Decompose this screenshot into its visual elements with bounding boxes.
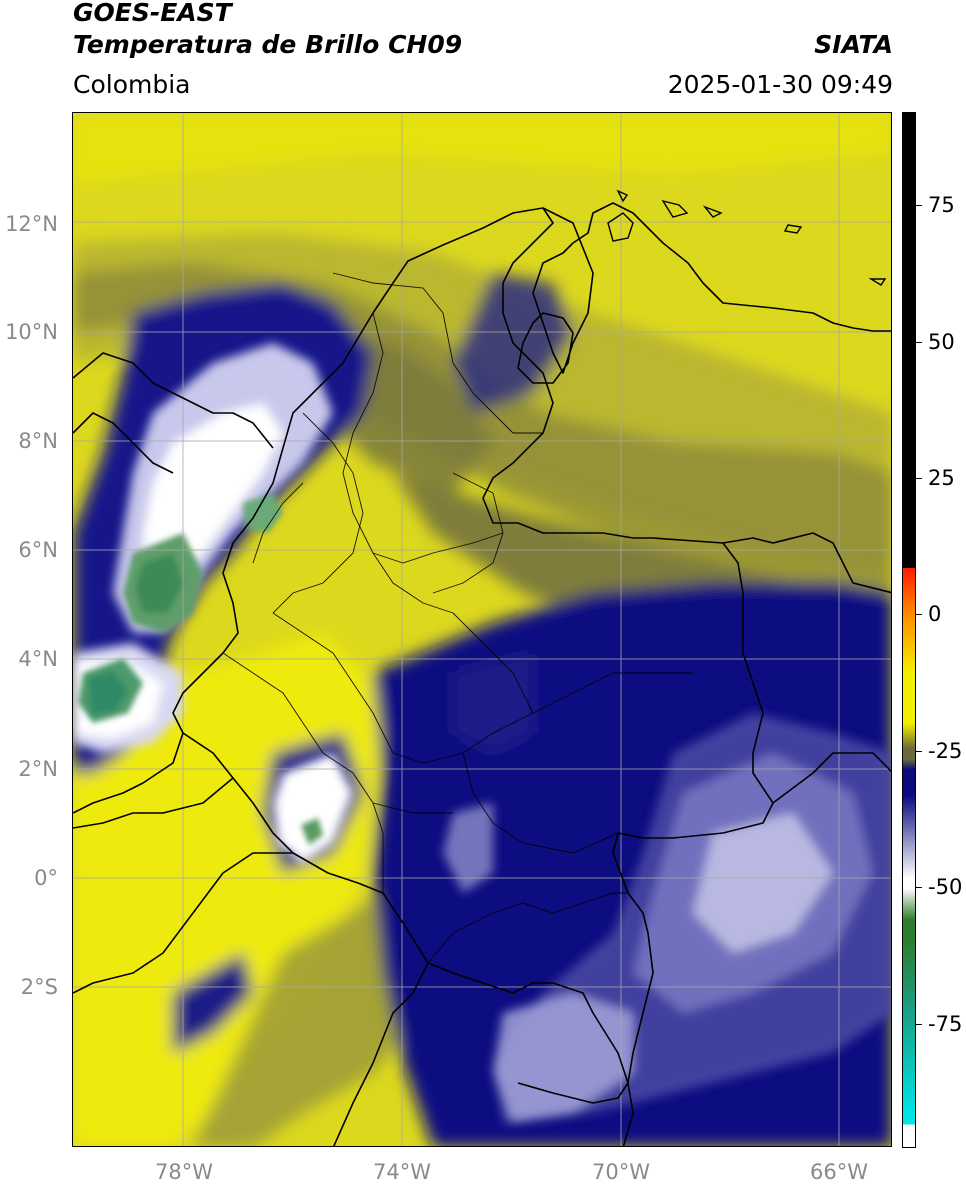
satellite-map[interactable]: [72, 112, 892, 1147]
colorbar-tick-minus50: [916, 887, 922, 888]
colorbar-tick-25: [916, 478, 922, 479]
colorbar-tick-75: [916, 205, 922, 206]
lat-label-2s: 2°S: [20, 975, 58, 999]
country-borders: [73, 202, 891, 1146]
colorbar-label-75: 75: [928, 193, 955, 217]
product-title: Temperatura de Brillo CH09: [73, 30, 463, 59]
grid-lines: [73, 113, 891, 1146]
colorbar-label-0: 0: [928, 602, 942, 626]
region-label: Colombia: [73, 70, 191, 99]
lat-label-2n: 2°N: [18, 757, 58, 781]
lat-label-8n: 8°N: [18, 429, 58, 453]
colorbar-label-minus25: -25: [928, 739, 963, 763]
lat-label-6n: 6°N: [18, 538, 58, 562]
colorbar-tick-minus25: [916, 751, 922, 752]
satellite-title: GOES-EAST: [73, 0, 232, 27]
lat-label-0: 0°: [34, 866, 58, 890]
lat-label-12n: 12°N: [5, 212, 58, 236]
colorbar-label-minus50: -50: [928, 875, 963, 899]
colorbar-tick-0: [916, 614, 922, 615]
colorbar-label-25: 25: [928, 466, 955, 490]
colorbar-label-50: 50: [928, 330, 955, 354]
colorbar: [902, 112, 916, 1148]
colorbar-label-minus75: -75: [928, 1012, 963, 1036]
department-borders: [222, 272, 693, 964]
lon-label-66w: 66°W: [810, 1160, 868, 1184]
lon-label-74w: 74°W: [373, 1160, 431, 1184]
islands: [607, 189, 887, 286]
lon-label-70w: 70°W: [592, 1160, 650, 1184]
datetime-label: 2025-01-30 09:49: [667, 70, 893, 99]
brand-label: SIATA: [814, 30, 893, 59]
map-canvas: [73, 113, 891, 1146]
colorbar-tick-50: [916, 342, 922, 343]
lat-label-10n: 10°N: [5, 320, 58, 344]
lat-label-4n: 4°N: [18, 647, 58, 671]
colorbar-tick-minus75: [916, 1024, 922, 1025]
lon-label-78w: 78°W: [155, 1160, 213, 1184]
